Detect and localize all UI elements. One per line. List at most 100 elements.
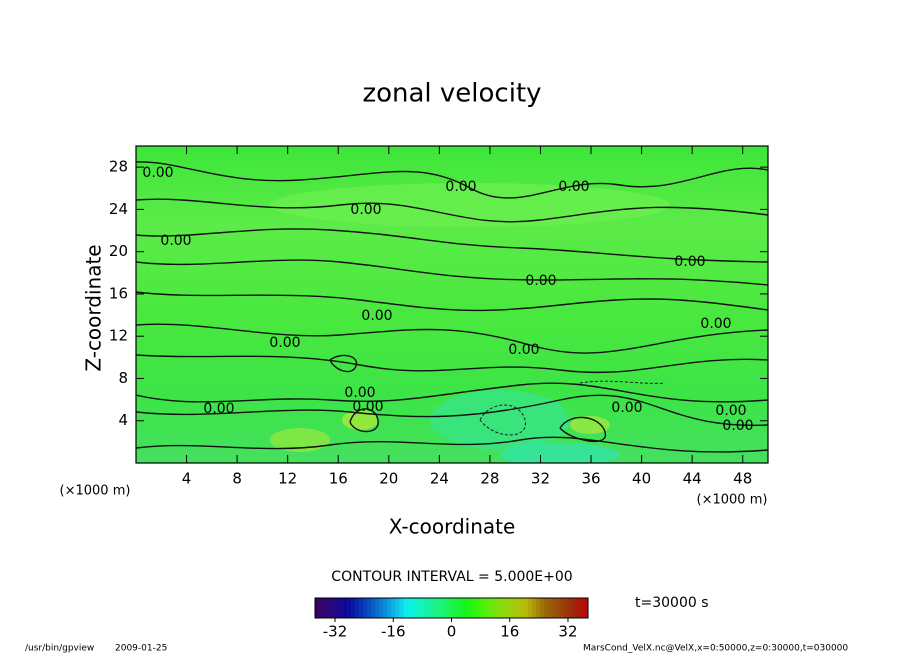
colorbar-cell (451, 598, 456, 618)
contour-label: 0.00 (361, 308, 392, 324)
colorbar-cell (487, 598, 492, 618)
contour-label: 0.00 (350, 202, 381, 218)
colorbar-cell (399, 598, 404, 618)
colorbar-cell (319, 598, 324, 618)
contour-label: 0.00 (674, 254, 705, 270)
colorbar-cell (555, 598, 561, 618)
colorbar-cell (427, 598, 432, 618)
contour-label: 0.00 (269, 335, 300, 351)
colorbar-cell (479, 598, 484, 618)
colorbar: -32 -16 0 16 32 (314, 597, 589, 641)
x-tick-label: 16 (329, 470, 348, 488)
colorbar-cell (359, 598, 364, 618)
colorbar-cell (511, 598, 517, 618)
colorbar-tick-label: 0 (447, 623, 457, 641)
contour-label: 0.00 (142, 165, 173, 181)
contour-label: 0.00 (352, 399, 383, 415)
colorbar-cell (475, 598, 480, 618)
x-tick-label: 12 (278, 470, 297, 488)
colorbar-cell (415, 598, 420, 618)
chart-title: zonal velocity (362, 79, 541, 109)
colorbar-cell (375, 598, 380, 618)
colorbar-cell (563, 598, 569, 618)
colorbar-tick-label: 16 (500, 623, 519, 641)
x-axis-label: X-coordinate (389, 515, 516, 539)
colorbar-cell (503, 598, 509, 618)
colorbar-cell (431, 598, 436, 618)
colorbar-cell (543, 598, 549, 618)
colorbar-tick-label: -16 (381, 623, 406, 641)
colorbar-cell (551, 598, 557, 618)
colorbar-cell (571, 598, 577, 618)
colorbar-cell (443, 598, 448, 618)
colorbar-cell (423, 598, 428, 618)
contour-label: 0.00 (558, 179, 589, 195)
y-tick-label: 8 (118, 369, 128, 387)
colorbar-cell (467, 598, 472, 618)
colorbar-cell (523, 598, 529, 618)
contour-label: 0.00 (160, 233, 191, 249)
colorbar-cell (395, 598, 400, 618)
field (136, 146, 768, 463)
plot-frame (135, 145, 769, 464)
colorbar-cell (407, 598, 412, 618)
x-tick-label: 44 (683, 470, 702, 488)
x-tick-label: 24 (430, 470, 449, 488)
footer: 2009-01-25 (115, 644, 167, 654)
y-tick-label: 24 (109, 200, 128, 218)
colorbar-cell (559, 598, 565, 618)
contour-interval: CONTOUR INTERVAL = 5.000E+00 (331, 569, 572, 585)
colorbar-tick-label: -32 (323, 623, 348, 641)
colorbar-cell (455, 598, 460, 618)
colorbar-cell (463, 598, 468, 618)
colorbar-cell (391, 598, 396, 618)
colorbar-cell (351, 598, 356, 618)
colorbar-cell (527, 598, 533, 618)
contour-label: 0.00 (445, 179, 476, 195)
colorbar-cell (575, 598, 581, 618)
colorbar-cell (447, 598, 452, 618)
colorbar-cell (419, 598, 424, 618)
colorbar-cell (315, 598, 320, 618)
colorbar-cell (379, 598, 384, 618)
contour-label: 0.00 (525, 273, 556, 289)
contour-label: 0.00 (611, 400, 642, 416)
colorbar-cell (459, 598, 464, 618)
x-tick-label: 28 (480, 470, 499, 488)
x-unit: (×1000 m) (60, 484, 131, 499)
x-tick-label: 36 (581, 470, 600, 488)
colorbar-cell (471, 598, 476, 618)
x-tick-label: 40 (632, 470, 651, 488)
colorbar-cell (491, 598, 496, 618)
y-tick-label: 4 (118, 411, 128, 429)
colorbar-cell (343, 598, 348, 618)
colorbar-cell (347, 598, 352, 618)
colorbar-cell (583, 598, 589, 618)
colorbar-cell (519, 598, 525, 618)
colorbar-cell (367, 598, 372, 618)
colorbar-cell (323, 598, 328, 618)
y-tick-label: 20 (109, 242, 128, 260)
colorbar-cell (387, 598, 392, 618)
x-tick-label: 48 (733, 470, 752, 488)
colorbar-cell (483, 598, 488, 618)
colorbar-cell (435, 598, 440, 618)
colorbar-cell (499, 598, 504, 618)
y-tick-label: 16 (109, 284, 128, 302)
colorbar-cell (335, 598, 340, 618)
footer: MarsCond_VelX.nc@VelX,x=0:50000,z=0:3000… (583, 644, 848, 654)
colorbar-cell (535, 598, 541, 618)
colorbar-cell (327, 598, 332, 618)
contour-label: 0.00 (344, 385, 375, 401)
y-axis-label: Z-coordinate (82, 244, 106, 371)
x-tick-label: 4 (182, 470, 192, 488)
colorbar-cell (439, 598, 444, 618)
colorbar-cell (515, 598, 521, 618)
colorbar-cell (355, 598, 360, 618)
colorbar-cell (507, 598, 513, 618)
contour-label: 0.00 (700, 316, 731, 332)
contour-label: 0.00 (508, 342, 539, 358)
contour-label: 0.00 (722, 418, 753, 434)
colorbar-tick-label: 32 (558, 623, 577, 641)
colorbar-cell (411, 598, 416, 618)
